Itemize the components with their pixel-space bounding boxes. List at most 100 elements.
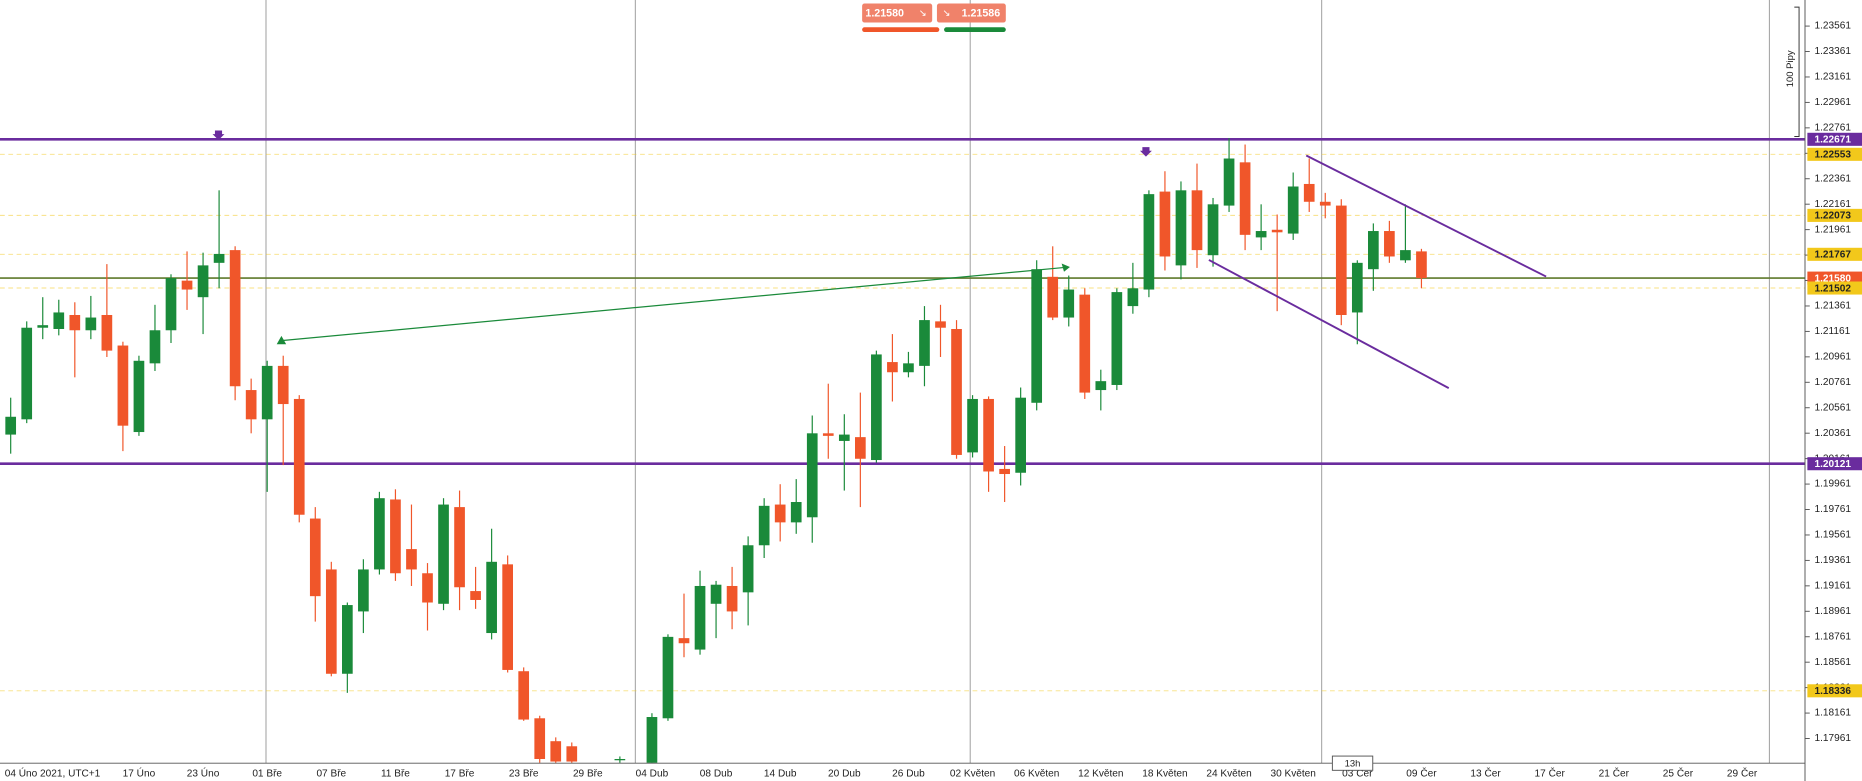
y-tick-label: 1.21961 xyxy=(1815,224,1852,235)
candle-body xyxy=(726,585,738,612)
marker xyxy=(1140,147,1152,157)
x-tick-label: 25 Čer xyxy=(1663,767,1694,780)
candle-body xyxy=(1319,201,1331,206)
candle-body xyxy=(550,741,562,762)
candle-body xyxy=(1207,204,1219,256)
drawings xyxy=(212,130,1547,389)
y-tick-label: 1.20561 xyxy=(1815,402,1852,413)
x-tick-label: 21 Čer xyxy=(1599,767,1630,780)
buy-button[interactable] xyxy=(936,3,1006,23)
x-tick-label: 08 Dub xyxy=(700,769,733,780)
candle-body xyxy=(261,365,273,420)
candle-body xyxy=(742,545,754,593)
candle-body xyxy=(646,717,658,763)
y-tick-label: 1.22761 xyxy=(1815,123,1852,134)
sell-button[interactable] xyxy=(862,3,933,23)
candle-body xyxy=(21,327,33,420)
candle-body xyxy=(1127,288,1139,307)
candle-body xyxy=(855,437,866,459)
x-tick-label: 29 Čer xyxy=(1727,767,1758,780)
candle-body xyxy=(245,390,257,420)
arrow-head xyxy=(276,335,287,345)
candle-body xyxy=(149,330,161,364)
candle-body xyxy=(710,584,722,604)
x-tick-label: 18 Květen xyxy=(1142,769,1187,780)
candle-body xyxy=(1271,229,1283,233)
candle-body xyxy=(566,746,578,762)
y-tick-label: 1.23161 xyxy=(1815,72,1852,83)
candle-body xyxy=(694,585,706,650)
price-badge xyxy=(1807,271,1862,285)
y-tick-label: 1.20361 xyxy=(1815,428,1852,439)
candle-body xyxy=(1143,194,1155,290)
candle-body xyxy=(358,569,369,612)
candle-body xyxy=(1175,190,1187,266)
buy-price: 1.21586 xyxy=(962,7,1001,19)
candle-body xyxy=(181,280,193,290)
y-tick-label: 1.18961 xyxy=(1815,606,1852,617)
candle-body xyxy=(774,504,786,523)
candle-body xyxy=(1063,289,1075,318)
candle-body xyxy=(662,636,674,719)
y-tick-label: 1.19761 xyxy=(1815,504,1852,515)
x-tick-label: 11 Bře xyxy=(381,769,410,780)
channel-line xyxy=(1305,154,1547,278)
x-tick-label: 17 Čer xyxy=(1535,767,1566,780)
ruler-bracket xyxy=(1794,6,1800,137)
candle-body xyxy=(903,363,914,373)
separators xyxy=(265,0,1770,764)
x-tick-label: 06 Květen xyxy=(1014,769,1059,780)
candle-body xyxy=(1400,250,1411,261)
candle-body xyxy=(37,325,49,328)
candle-body xyxy=(1303,183,1315,202)
price-badge-label: 1.18336 xyxy=(1815,686,1852,697)
y-tick-label: 1.18161 xyxy=(1815,708,1852,719)
candle-body xyxy=(967,398,978,453)
candle-body xyxy=(1335,205,1347,315)
y-tick-label: 1.19561 xyxy=(1815,530,1852,541)
x-tick-label: 26 Dub xyxy=(892,769,925,780)
x-tick-label: 24 Květen xyxy=(1206,769,1251,780)
candle-body xyxy=(325,569,337,674)
candle-body xyxy=(871,354,882,461)
y-tick-label: 1.19961 xyxy=(1815,479,1852,490)
trend-line xyxy=(281,266,1069,342)
candle-body xyxy=(1368,231,1379,270)
x-tick-label: 17 Bře xyxy=(445,769,475,780)
candle-body xyxy=(502,564,513,670)
price-badge-label: 1.21502 xyxy=(1815,283,1852,294)
buy-arrow: ↘ xyxy=(942,8,950,19)
sell-price: 1.21580 xyxy=(865,7,904,19)
x-tick-label: 30 Květen xyxy=(1270,769,1315,780)
candle-body xyxy=(197,265,209,298)
price-badge-label: 1.22553 xyxy=(1815,150,1852,161)
candle-body xyxy=(1351,262,1363,313)
candle-body xyxy=(758,505,770,546)
candle-body xyxy=(1239,162,1251,235)
price-badge xyxy=(1807,208,1862,222)
x-tick-label: 01 Bře xyxy=(252,769,282,780)
candle-body xyxy=(534,718,546,759)
candle-body xyxy=(438,504,449,604)
y-tick-label: 1.17961 xyxy=(1815,733,1852,744)
candle-body xyxy=(133,360,145,433)
y-axis-labels: 1.179611.181611.183611.185611.187611.189… xyxy=(1805,21,1862,744)
x-tick-label: 23 Úno xyxy=(187,767,220,780)
candle-body xyxy=(342,605,353,674)
candle-body xyxy=(951,328,962,455)
y-tick-label: 1.19161 xyxy=(1815,581,1852,592)
candle-body xyxy=(1255,231,1267,238)
price-badge-label: 1.22073 xyxy=(1815,211,1852,222)
marker xyxy=(212,130,225,141)
candle-body xyxy=(1015,397,1026,473)
candle-body xyxy=(1384,231,1395,257)
x-tick-label: 02 Květen xyxy=(950,769,995,780)
x-tick-label: 14 Dub xyxy=(764,769,797,780)
x-tick-label: 20 Dub xyxy=(828,769,861,780)
x-tick-label: 12 Květen xyxy=(1078,769,1123,780)
candle-body xyxy=(1047,276,1059,318)
candle-body xyxy=(983,398,994,472)
